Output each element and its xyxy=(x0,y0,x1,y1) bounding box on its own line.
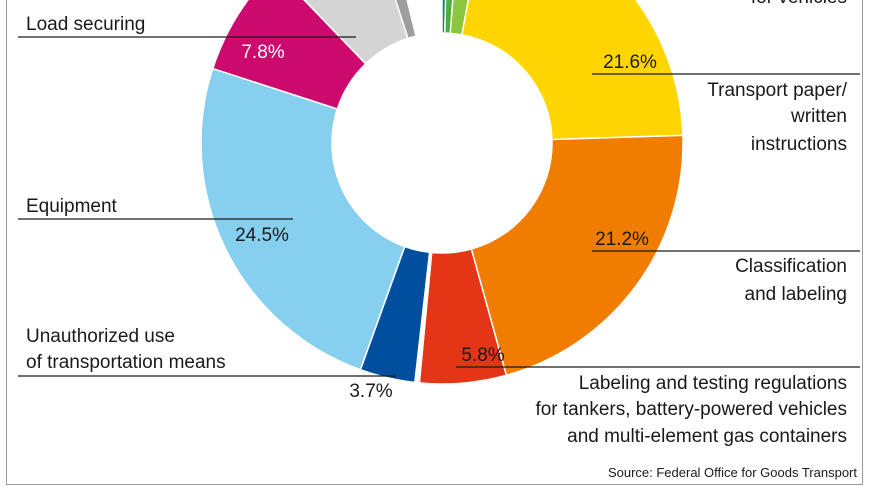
category-label: and multi-element gas containers xyxy=(567,426,847,447)
value-label: 24.5% xyxy=(235,225,289,246)
category-label: Load securing xyxy=(26,14,145,35)
donut-slice-other-dark-grey xyxy=(394,0,417,40)
value-label: 7.8% xyxy=(241,42,284,63)
category-label: for tankers, battery-powered vehicles xyxy=(535,399,847,420)
category-label: of transportation means xyxy=(26,352,226,373)
source-note: Source: Federal Office for Goods Transpo… xyxy=(608,465,857,480)
donut-slice-equipment xyxy=(200,67,406,371)
category-label: Equipment xyxy=(26,196,118,217)
donut-slice-transport-paper xyxy=(461,0,684,141)
category-label: written xyxy=(790,106,847,127)
category-label: Classification xyxy=(735,256,847,277)
value-label: 5.8% xyxy=(461,345,504,366)
value-label: 3.7% xyxy=(349,381,392,402)
donut-slice-classification xyxy=(470,134,684,377)
category-label: for vehicles xyxy=(751,0,847,8)
leader-lines xyxy=(18,36,860,377)
category-label: Labeling and testing regulations xyxy=(579,373,847,394)
value-label: 21.6% xyxy=(603,52,657,73)
category-label: Unauthorized use xyxy=(26,326,175,347)
donut-slice-other-grey xyxy=(303,0,409,65)
category-label: Transport paper/ xyxy=(707,80,847,101)
chart-labels: Load securing 7.8% Equipment 24.5% Unauthori… xyxy=(26,0,848,447)
value-label: 21.2% xyxy=(595,229,649,250)
chart-frame xyxy=(6,0,863,485)
category-label: and labeling xyxy=(745,284,847,305)
category-label: instructions xyxy=(751,134,847,155)
